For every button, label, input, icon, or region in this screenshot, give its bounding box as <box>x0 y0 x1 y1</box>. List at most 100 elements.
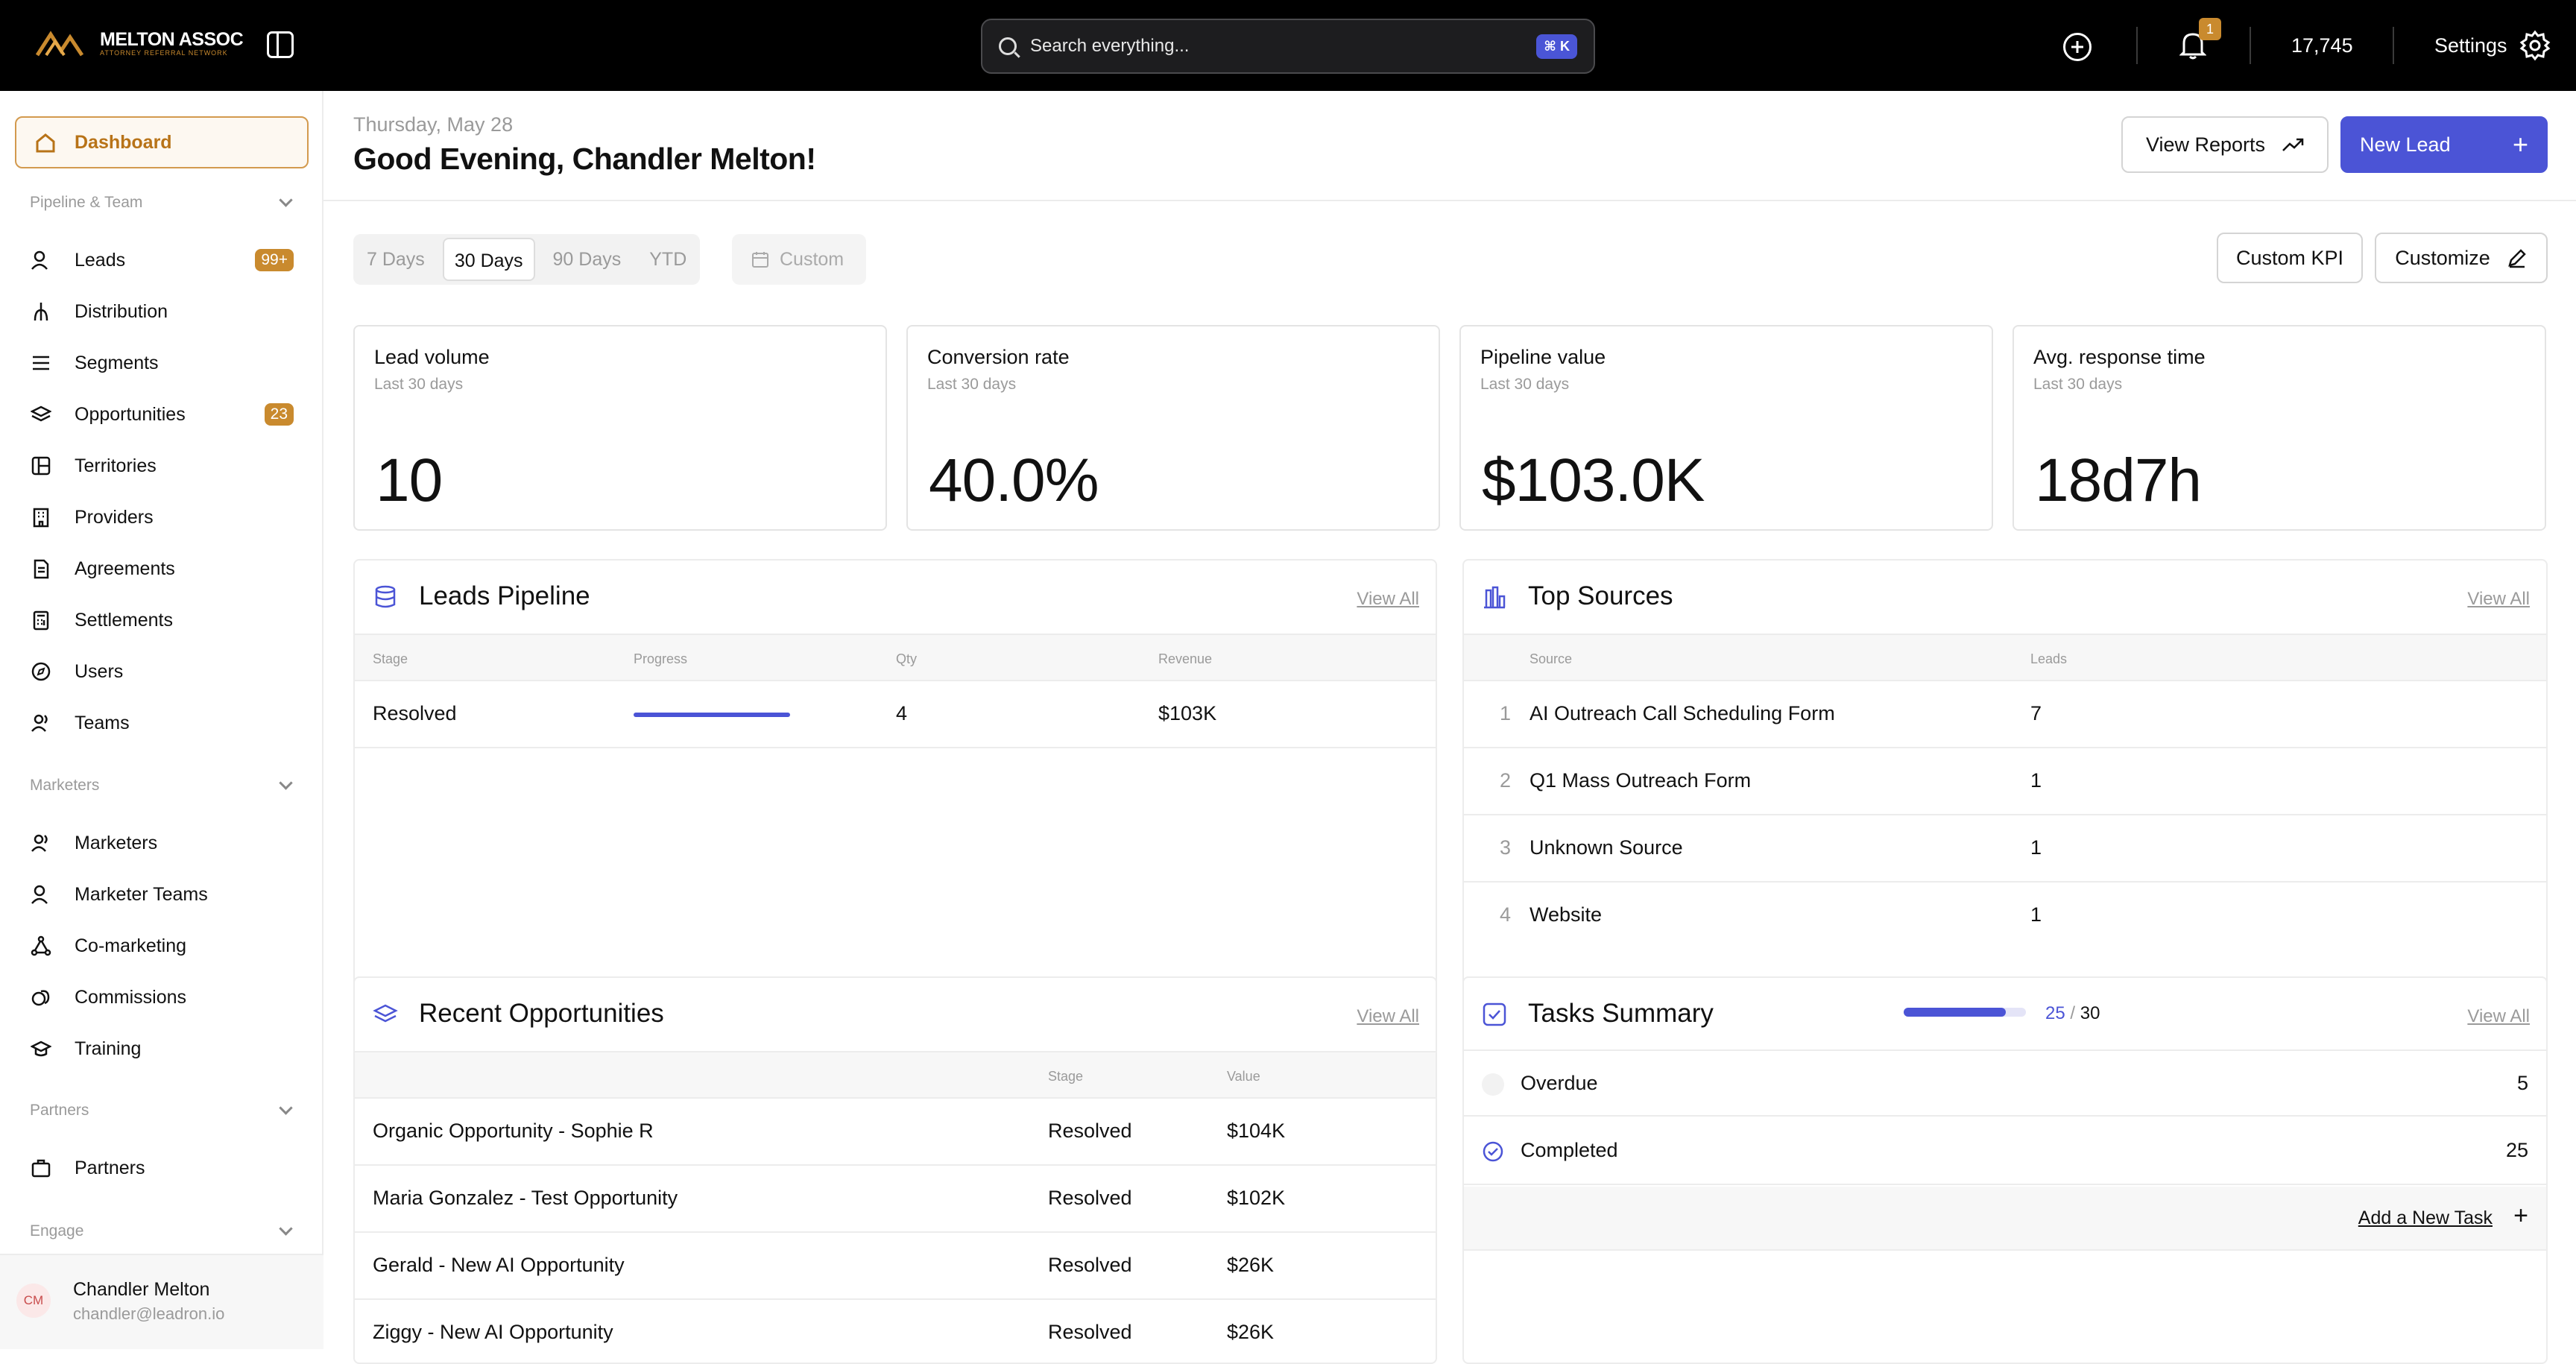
opportunity-name: Ziggy - New AI Opportunity <box>373 1321 613 1343</box>
divider <box>2393 27 2394 64</box>
settings-label[interactable]: Settings <box>2434 34 2507 57</box>
divider <box>2250 27 2251 64</box>
column-header: Source <box>1530 651 1573 666</box>
sidebar-item-label: Partners <box>75 1157 145 1178</box>
view-all-link[interactable]: View All <box>2467 1006 2530 1026</box>
kpi-conversion-rate[interactable]: Conversion rate Last 30 days 40.0% <box>906 325 1440 531</box>
range-7-days[interactable]: 7 Days <box>367 249 425 270</box>
table-row[interactable]: 4 Website 1 <box>1464 883 2546 950</box>
section-pipeline-team[interactable]: Pipeline & Team <box>30 193 293 212</box>
custom-kpi-button[interactable]: Custom KPI <box>2217 233 2363 283</box>
gear-icon[interactable] <box>2519 30 2551 61</box>
sidebar-item-territories[interactable]: Territories <box>30 455 294 477</box>
section-label: Partners <box>30 1102 89 1119</box>
sidebar-item-label: Territories <box>75 455 157 476</box>
card-title: Recent Opportunities <box>419 999 664 1028</box>
value-cell: $26K <box>1227 1254 1275 1276</box>
table-row[interactable]: Organic Opportunity - Sophie R Resolved … <box>355 1099 1436 1166</box>
table-row[interactable]: Maria Gonzalez - Test Opportunity Resolv… <box>355 1166 1436 1233</box>
bell-icon[interactable] <box>2179 30 2206 60</box>
sidebar-item-label: Leads <box>75 249 126 271</box>
table-header: Stage Progress Qty Revenue <box>355 634 1436 681</box>
range-30-days[interactable]: 30 Days <box>442 238 535 281</box>
view-all-link[interactable]: View All <box>1357 1006 1419 1026</box>
kpi-value: 18d7h <box>2035 446 2202 514</box>
sidebar-item-label: Teams <box>75 712 130 733</box>
tasks-total: 30 <box>2080 1003 2100 1023</box>
coins-icon <box>30 986 52 1008</box>
kpi-avg-response-time[interactable]: Avg. response time Last 30 days 18d7h <box>2012 325 2546 531</box>
source-cell: Q1 Mass Outreach Form <box>1530 769 1752 792</box>
bar-chart-icon <box>1484 586 1506 609</box>
view-all-link[interactable]: View All <box>2467 589 2530 609</box>
new-lead-button[interactable]: New Lead + <box>2340 116 2548 173</box>
range-ytd[interactable]: YTD <box>649 249 687 270</box>
kpi-title: Conversion rate <box>927 346 1070 368</box>
leads-cell: 1 <box>2030 769 2042 792</box>
table-row[interactable]: Gerald - New AI Opportunity Resolved $26… <box>355 1233 1436 1300</box>
brand-logo[interactable]: MELTON ASSOC ATTORNEY REFERRAL NETWORK <box>36 30 244 57</box>
sidebar-item-leads[interactable]: Leads 99+ <box>30 249 294 271</box>
section-engage[interactable]: Engage <box>30 1222 293 1240</box>
user-profile[interactable]: CM Chandler Melton chandler@leadron.io <box>0 1254 323 1349</box>
opportunity-name: Organic Opportunity - Sophie R <box>373 1120 654 1142</box>
sidebar-item-segments[interactable]: Segments <box>30 352 294 374</box>
sidebar-item-marketer-teams[interactable]: Marketer Teams <box>30 883 294 906</box>
table-row[interactable]: 1 AI Outreach Call Scheduling Form 7 <box>1464 681 2546 748</box>
kpi-title: Avg. response time <box>2033 346 2206 368</box>
search-icon <box>999 37 1017 55</box>
add-task-link[interactable]: Add a New Task <box>2358 1207 2493 1228</box>
table-row[interactable]: 3 Unknown Source 1 <box>1464 815 2546 883</box>
kpi-pipeline-value[interactable]: Pipeline value Last 30 days $103.0K <box>1459 325 1993 531</box>
sidebar-item-providers[interactable]: Providers <box>30 506 294 528</box>
view-all-link[interactable]: View All <box>1357 589 1419 609</box>
leads-cell: 1 <box>2030 836 2042 859</box>
range-90-days[interactable]: 90 Days <box>552 249 622 270</box>
source-cell: Website <box>1530 903 1603 926</box>
sidebar-item-settlements[interactable]: Settlements <box>30 609 294 631</box>
sidebar: Dashboard Pipeline & Team Leads 99+ Distr… <box>0 91 323 1349</box>
tasks-done: 25 <box>2045 1003 2065 1023</box>
sidebar-item-label: Providers <box>75 506 154 528</box>
trending-up-icon <box>2282 138 2304 151</box>
credits-count[interactable]: 17,745 <box>2291 34 2353 57</box>
add-circle-icon[interactable] <box>2063 33 2092 61</box>
column-header: Stage <box>373 651 408 666</box>
table-row[interactable]: Ziggy - New AI Opportunity Resolved $26K <box>355 1300 1436 1363</box>
sidebar-item-agreements[interactable]: Agreements <box>30 558 294 580</box>
table-row[interactable]: 2 Q1 Mass Outreach Form 1 <box>1464 748 2546 815</box>
sidebar-item-marketers[interactable]: Marketers <box>30 832 294 854</box>
sidebar-item-distribution[interactable]: Distribution <box>30 300 294 323</box>
database-icon <box>375 585 396 608</box>
search-bar[interactable]: Search everything... ⌘ K <box>981 19 1595 74</box>
sidebar-item-commissions[interactable]: Commissions <box>30 986 294 1008</box>
custom-range-button[interactable]: Custom <box>732 234 866 285</box>
view-reports-button[interactable]: View Reports <box>2121 116 2329 173</box>
top-sources-card: Top Sources View All Source Leads 1 AI O… <box>1462 559 2548 1043</box>
table-row[interactable]: Resolved 4 $103K <box>355 681 1436 748</box>
task-row-completed[interactable]: Completed 25 <box>1464 1118 2546 1185</box>
sidebar-item-partners[interactable]: Partners <box>30 1157 294 1179</box>
sidebar-item-co-marketing[interactable]: Co-marketing <box>30 935 294 957</box>
network-icon <box>30 935 52 957</box>
sidebar-item-opportunities[interactable]: Opportunities 23 <box>30 403 294 426</box>
sidebar-toggle-icon[interactable] <box>267 31 294 58</box>
custom-range-label: Custom <box>780 248 845 270</box>
customize-button[interactable]: Customize <box>2375 233 2548 283</box>
sidebar-item-training[interactable]: Training <box>30 1038 294 1060</box>
section-marketers[interactable]: Marketers <box>30 776 293 795</box>
pencil-icon <box>2507 249 2526 268</box>
task-row-overdue[interactable]: Overdue 5 <box>1464 1049 2546 1117</box>
layers-icon <box>373 1004 398 1023</box>
rank-cell: 3 <box>1500 836 1512 859</box>
section-partners[interactable]: Partners <box>30 1101 293 1120</box>
revenue-cell: $103K <box>1158 702 1217 724</box>
kpi-lead-volume[interactable]: Lead volume Last 30 days 10 <box>353 325 887 531</box>
section-label: Marketers <box>30 777 100 794</box>
sidebar-item-dashboard[interactable]: Dashboard <box>15 116 309 168</box>
kpi-subtitle: Last 30 days <box>1480 376 1570 393</box>
users-icon <box>30 249 52 271</box>
plus-icon[interactable]: + <box>2513 1202 2528 1230</box>
sidebar-item-teams[interactable]: Teams <box>30 712 294 734</box>
sidebar-item-users[interactable]: Users <box>30 660 294 683</box>
